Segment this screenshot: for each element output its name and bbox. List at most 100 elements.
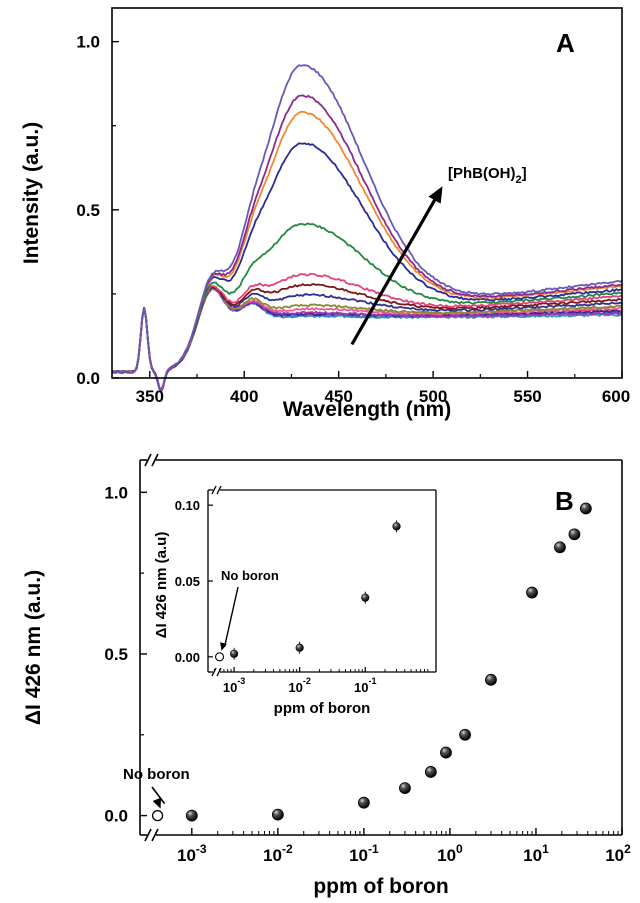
y-tick-label: 0.5 [104,645,128,664]
x-tick-label: 350 [136,387,164,406]
x-tick-label: 101 [523,842,549,865]
spectra-series-group [111,64,623,395]
x-tick-label-base: 10 [437,846,456,865]
annotation-subscript: 2 [516,174,522,186]
data-point [568,528,581,541]
panel-b-label: B [555,486,574,516]
panel-b-data-points [151,502,592,822]
data-point [399,782,411,795]
x-tick-label: 450 [324,387,352,406]
panel-a-y-axis: 0.0 0.5 1.0 [76,33,119,388]
data-point [271,808,284,821]
inset-x-axis: 10-3 10-2 10-1 [207,667,429,695]
inset-axis-break-mark [216,667,222,677]
data-point [485,673,497,686]
x-tick-label-exponent: 0 [456,842,463,856]
concentration-arrow-annotation: [PhB(OH)2] [350,165,527,346]
inset-data-point [229,649,239,658]
panel-b-x-axis-title: ppm of boron [313,875,448,898]
x-tick-label: 500 [419,387,447,406]
spectrum-line [111,283,623,394]
panel-a-x-axis-title: Wavelength (nm) [283,398,451,421]
inset-data-point [392,522,401,531]
data-point [459,728,471,741]
x-tick-label-base: 10 [263,846,282,865]
inset-x-tick-label: 10-3 [223,676,245,695]
inset-x-tick-label-exponent: -3 [237,676,245,686]
inset-frame [207,485,437,677]
data-point [440,746,452,759]
x-tick-label-exponent: -1 [368,842,379,856]
annotation-base: [PhB(OH) [448,165,516,182]
x-tick-label-base: 10 [523,846,542,865]
data-point [579,502,592,515]
y-tick-label: 0.0 [104,807,128,826]
concentration-arrow [350,191,441,346]
inset-axis-break-mark [211,485,217,495]
inset-axis-break-mark [216,485,222,495]
inset-y-tick-label: 0.00 [175,650,200,665]
inset-no-boron-label: No boron [221,568,279,583]
axis-break-mark [151,828,159,842]
inset-x-tick-label-exponent: -2 [303,676,311,686]
panel-a-chart: 350 400 450 500 550 600 0.0 0.5 1.0 A Wavelengt… [20,7,630,421]
data-point [424,766,437,778]
x-tick-label: 102 [605,842,631,865]
x-tick-label-exponent: -2 [282,842,293,856]
inset-data-point [295,643,304,652]
inset-x-axis-title: ppm of boron [274,700,371,717]
x-tick-label-base: 10 [177,846,196,865]
inset-chart: 10-3 10-2 10-1 0.000.050.10 ppm of boron Δ… [153,485,437,717]
no-boron-label: No boron [123,766,190,783]
inset-background [208,490,436,672]
x-tick-label: 10-1 [349,842,379,865]
x-tick-label-base: 10 [349,846,368,865]
concentration-arrowhead [428,186,443,204]
inset-y-axis: 0.00 0.05 0.10 [175,498,213,665]
phenylboronic-acid-label: [PhB(OH)2] [448,165,527,186]
x-tick-label: 10-3 [177,842,207,865]
inset-no-boron-arrowhead [220,642,227,651]
x-tick-label-exponent: 2 [624,842,631,856]
no-boron-point [151,809,164,822]
annotation-tail: ] [522,165,527,182]
panel-b-frame [139,453,623,842]
inset-x-tick-label-base: 10 [223,680,237,695]
panel-a-frame [111,7,623,379]
panel-b-x-axis: 10-3 10-2 10-1 100 101 102 [177,828,631,865]
panel-a-label: A [556,28,575,58]
inset-x-tick-label: 10-2 [288,676,310,695]
axis-break-mark [151,453,159,467]
spectrum-line [111,64,623,392]
y-tick-label: 0.5 [76,201,100,220]
inset-data-points [214,520,401,662]
panel-a-y-axis-title: Intensity (a.u.) [20,122,43,264]
inset-x-tick-label: 10-1 [354,676,376,695]
data-point [357,796,370,809]
no-boron-arrowhead [152,797,162,809]
axis-break-mark [144,453,152,467]
inset-x-tick-label-exponent: -1 [368,676,376,686]
inset-y-axis-title: ΔI 426 nm (a.u) [153,532,170,639]
axis-break-mark [144,828,152,842]
inset-no-boron-point [214,652,225,662]
data-point [554,541,566,554]
inset-data-point [361,593,370,602]
spectrum-line [111,142,623,393]
inset-y-tick-label: 0.10 [175,498,200,513]
no-boron-arrow [151,786,166,805]
x-tick-label-exponent: 1 [542,842,549,856]
y-tick-label: 1.0 [104,483,128,502]
panel-b-y-axis-title: ΔI 426 nm (a.u.) [22,570,45,725]
panel-b-y-axis: 0.0 0.5 1.0 [104,483,147,826]
x-tick-label: 550 [513,387,541,406]
panel-a-x-axis: 350 400 450 500 550 600 [136,371,630,406]
panel-b-chart: 10-3 10-2 10-1 100 101 102 0.00.51.0 B ppm of… [22,453,631,898]
x-tick-label-base: 10 [605,846,624,865]
x-tick-label: 100 [437,842,463,865]
x-tick-label-exponent: -3 [196,842,207,856]
inset-x-tick-label-base: 10 [354,680,368,695]
inset-y-tick-label: 0.05 [175,574,200,589]
data-point [185,809,198,822]
